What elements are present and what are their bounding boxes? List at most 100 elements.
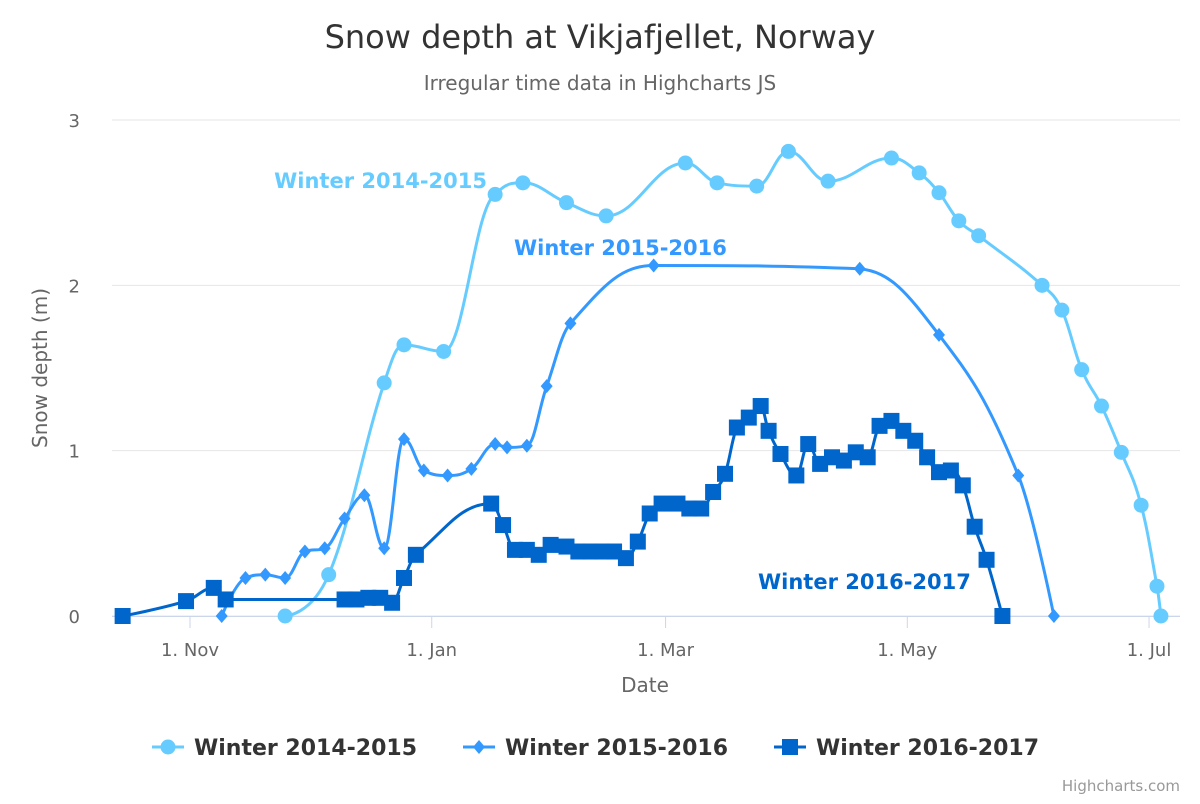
data-point-square[interactable] xyxy=(717,465,734,482)
y-tick-label: 1 xyxy=(69,442,80,463)
grid-lines xyxy=(112,119,1180,617)
data-point-square[interactable] xyxy=(966,518,983,535)
data-point-square[interactable] xyxy=(705,484,722,500)
data-point-square[interactable] xyxy=(752,398,769,415)
data-point-square[interactable] xyxy=(217,591,234,608)
x-tick-label: 1. Jan xyxy=(406,640,457,661)
data-point-circle[interactable] xyxy=(1113,444,1129,460)
data-point-diamond[interactable] xyxy=(378,541,391,556)
data-point-circle[interactable] xyxy=(780,143,796,159)
data-point-circle[interactable] xyxy=(951,213,967,229)
legend-item[interactable]: Winter 2014-2015 xyxy=(152,736,417,761)
data-point-circle[interactable] xyxy=(1054,302,1070,318)
y-axis-ticks: 0 1 2 3 xyxy=(69,111,80,628)
data-point-square[interactable] xyxy=(978,551,995,568)
series-label: Winter 2014-2015 xyxy=(274,169,487,193)
data-point-square[interactable] xyxy=(919,449,936,466)
data-point-circle[interactable] xyxy=(558,195,574,211)
legend-item[interactable]: Winter 2015-2016 xyxy=(463,736,728,761)
data-point-diamond[interactable] xyxy=(239,570,252,585)
chart-subtitle: Irregular time data in Highcharts JS xyxy=(424,71,777,95)
data-point-square[interactable] xyxy=(760,422,777,439)
data-point-square[interactable] xyxy=(653,495,670,512)
data-point-diamond[interactable] xyxy=(338,511,351,526)
data-point-circle[interactable] xyxy=(1153,608,1169,624)
data-point-circle[interactable] xyxy=(1074,362,1090,378)
data-point-circle[interactable] xyxy=(515,175,531,191)
legend-label: Winter 2016-2017 xyxy=(816,736,1039,761)
data-point-diamond[interactable] xyxy=(540,379,553,394)
data-point-square[interactable] xyxy=(693,500,710,517)
data-point-square[interactable] xyxy=(483,495,500,512)
data-point-circle[interactable] xyxy=(436,343,452,359)
data-point-square[interactable] xyxy=(859,449,876,466)
data-point-circle[interactable] xyxy=(598,208,614,224)
data-point-square[interactable] xyxy=(114,608,131,624)
data-point-square[interactable] xyxy=(629,533,646,550)
y-tick-label: 0 xyxy=(69,607,80,628)
data-point-diamond[interactable] xyxy=(1012,468,1025,483)
series-1 xyxy=(277,143,1169,624)
data-point-square[interactable] xyxy=(384,594,401,611)
data-point-circle[interactable] xyxy=(931,185,947,201)
x-axis-ticks: 1. Nov 1. Jan 1. Mar 1. May 1. Jul xyxy=(112,616,1180,661)
data-point-square[interactable] xyxy=(907,432,924,449)
data-point-square[interactable] xyxy=(772,445,789,462)
data-point-diamond[interactable] xyxy=(259,567,272,582)
data-point-diamond[interactable] xyxy=(501,440,514,455)
data-point-circle[interactable] xyxy=(749,178,765,194)
data-point-square[interactable] xyxy=(178,593,195,610)
data-point-circle[interactable] xyxy=(487,186,503,202)
legend-square-icon xyxy=(782,739,798,755)
data-point-diamond[interactable] xyxy=(441,468,454,483)
data-point-circle[interactable] xyxy=(1034,277,1050,293)
chart-title: Snow depth at Vikjafjellet, Norway xyxy=(325,18,876,56)
data-point-circle[interactable] xyxy=(971,228,987,244)
data-point-square[interactable] xyxy=(495,517,512,534)
series-label: Winter 2016-2017 xyxy=(758,570,971,594)
data-point-circle[interactable] xyxy=(820,173,836,189)
data-point-circle[interactable] xyxy=(911,165,927,181)
data-point-diamond[interactable] xyxy=(520,438,533,453)
data-point-diamond[interactable] xyxy=(465,461,478,476)
legend: Winter 2014-2015 Winter 2015-2016 Winter 2… xyxy=(152,736,1039,761)
data-point-diamond[interactable] xyxy=(564,316,577,331)
legend-item[interactable]: Winter 2016-2017 xyxy=(774,736,1039,761)
data-point-circle[interactable] xyxy=(376,375,392,391)
data-point-square[interactable] xyxy=(954,477,971,494)
data-point-diamond[interactable] xyxy=(215,609,228,623)
data-point-square[interactable] xyxy=(800,436,817,453)
data-point-square[interactable] xyxy=(407,546,424,563)
data-point-circle[interactable] xyxy=(321,567,337,583)
data-point-circle[interactable] xyxy=(396,337,412,353)
data-point-diamond[interactable] xyxy=(298,544,311,559)
data-point-circle[interactable] xyxy=(1133,497,1149,513)
data-point-circle[interactable] xyxy=(1149,578,1165,594)
data-point-diamond[interactable] xyxy=(933,327,946,342)
credits-link[interactable]: Highcharts.com xyxy=(1062,777,1180,795)
data-point-diamond[interactable] xyxy=(647,258,660,273)
data-point-square[interactable] xyxy=(617,550,634,567)
series-line xyxy=(284,149,1163,618)
data-point-diamond[interactable] xyxy=(853,261,866,276)
data-point-square[interactable] xyxy=(542,536,559,553)
data-point-diamond[interactable] xyxy=(417,463,430,478)
data-point-diamond[interactable] xyxy=(489,437,502,452)
legend-circle-icon xyxy=(160,739,176,755)
data-point-square[interactable] xyxy=(788,467,805,484)
data-point-diamond[interactable] xyxy=(398,432,411,447)
data-point-circle[interactable] xyxy=(709,175,725,191)
x-tick-label: 1. Nov xyxy=(161,640,219,661)
data-point-diamond[interactable] xyxy=(358,488,371,503)
data-point-diamond[interactable] xyxy=(318,541,331,556)
data-point-circle[interactable] xyxy=(277,608,293,624)
data-point-diamond[interactable] xyxy=(1047,609,1060,623)
data-point-square[interactable] xyxy=(396,569,413,586)
data-point-square[interactable] xyxy=(994,608,1011,624)
data-point-square[interactable] xyxy=(942,462,959,479)
data-point-circle[interactable] xyxy=(1093,398,1109,414)
data-point-circle[interactable] xyxy=(883,150,899,166)
data-point-diamond[interactable] xyxy=(279,570,292,585)
data-point-circle[interactable] xyxy=(677,155,693,171)
